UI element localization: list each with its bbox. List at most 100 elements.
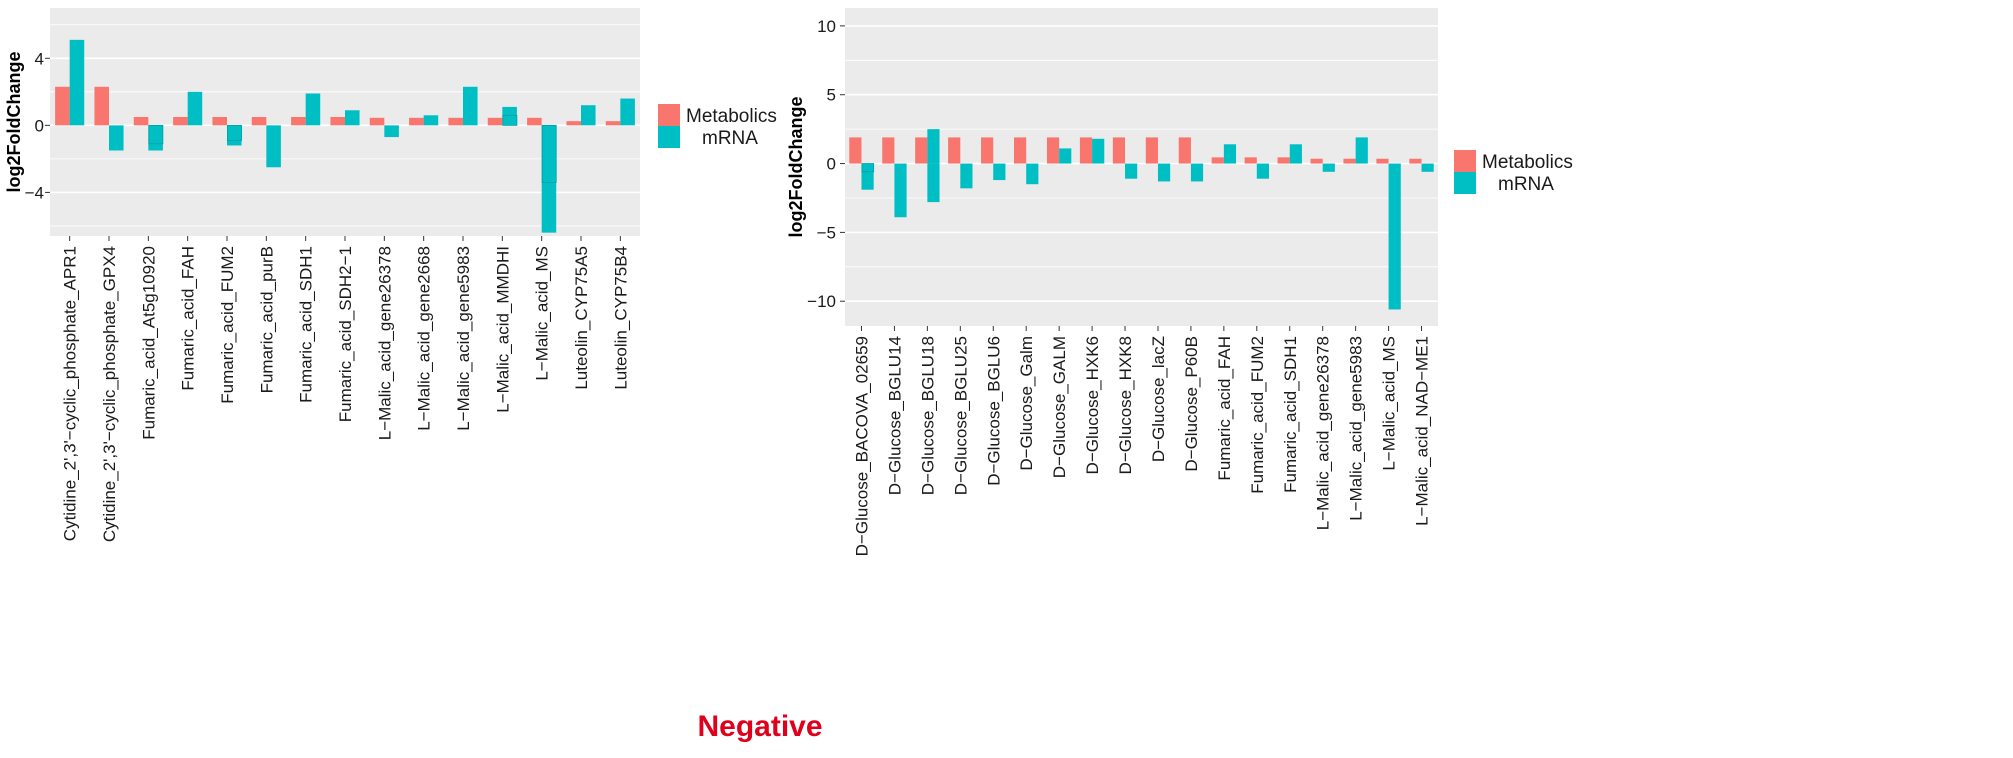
y-tick-label: −5	[817, 223, 836, 242]
x-tick-label: Fumaric_acid_FAH	[1215, 336, 1234, 481]
bar-metabolics	[1211, 157, 1224, 164]
legend-label-mrna: mRNA	[702, 128, 758, 149]
gridlines-right	[845, 25, 1438, 303]
x-tick-label: Cytidine_2',3'−cyclic_phosphate_GPX4	[100, 246, 119, 542]
x-tick-label: D−Glucose_HXK8	[1116, 336, 1135, 474]
bar-metabolics	[409, 117, 424, 126]
y-axis-label-left: log2FoldChange	[4, 52, 24, 193]
y-tick-label: 10	[817, 17, 836, 36]
bar-metabolics	[55, 86, 70, 126]
legend-label-metabolics: Metabolics	[1482, 152, 1573, 173]
bar-mrna	[266, 125, 281, 168]
bar-metabolics	[212, 116, 227, 126]
y-tick-label: 4	[35, 49, 44, 68]
legend-swatch-metabolics	[658, 104, 680, 126]
x-tick-label: Luteolin_CYP75B4	[611, 246, 630, 390]
figure-caption: Negative	[697, 710, 822, 743]
bar-mrna	[1421, 163, 1434, 172]
y-tick-label: 0	[827, 155, 836, 174]
x-tick-label: L−Malic_acid_gene5983	[454, 246, 473, 431]
bar-mrna	[227, 124, 242, 141]
bars-left	[55, 39, 635, 233]
bar-mrna	[1355, 137, 1368, 164]
bar-mrna	[69, 39, 85, 126]
bar-metabolics	[566, 121, 581, 126]
bar-metabolics	[1014, 137, 1027, 164]
bar-mrna	[1322, 163, 1335, 172]
bar-mrna	[1125, 163, 1138, 179]
x-tick-label: L−Malic_acid_NAD−ME1	[1413, 336, 1432, 526]
bar-metabolics	[915, 137, 928, 164]
bar-mrna	[1223, 144, 1237, 164]
bars-right	[849, 129, 1434, 310]
bar-metabolics	[1046, 137, 1060, 164]
x-tick-label: Fumaric_acid_purB	[257, 246, 276, 393]
bar-metabolics	[1178, 137, 1191, 164]
legend-swatch-metabolics	[1454, 150, 1476, 172]
bar-metabolics	[133, 116, 149, 126]
bar-mrna	[423, 115, 439, 126]
bar-metabolics	[487, 117, 503, 126]
bar-metabolics	[948, 137, 961, 164]
x-tick-label: Fumaric_acid_FUM2	[218, 246, 237, 404]
bar-metabolics	[1112, 137, 1126, 164]
y-axis-label-right: log2FoldChange	[786, 97, 806, 238]
y-tick-label: 5	[827, 86, 836, 105]
bar-mrna	[1026, 163, 1039, 185]
y-tick-label: −4	[25, 183, 44, 202]
bar-mrna	[502, 114, 518, 126]
bar-mrna	[861, 163, 875, 173]
bar-mrna	[187, 91, 203, 126]
x-tick-label: Fumaric_acid_FAH	[179, 246, 198, 391]
legend-label-mrna: mRNA	[1498, 174, 1554, 195]
y-tick-label: 0	[35, 116, 44, 135]
bar-metabolics	[1376, 158, 1389, 164]
bar-metabolics	[173, 116, 188, 126]
x-axis-ticks-left: Cytidine_2',3'−cyclic_phosphate_APR1 Cyti…	[61, 236, 630, 542]
legend-right: Metabolics mRNA	[1454, 150, 1573, 195]
bar-mrna	[927, 129, 940, 164]
bar-mrna	[1092, 138, 1105, 164]
bar-mrna	[1256, 163, 1269, 179]
y-axis-ticks-left: −4 0 4	[25, 49, 50, 202]
bar-metabolics	[94, 86, 109, 126]
bar-mrna	[1059, 148, 1072, 164]
bar-metabolics	[1277, 157, 1290, 164]
x-tick-label: D−Glucose_Galm	[1017, 336, 1036, 471]
x-tick-label: L−Malic_acid_gene5983	[1347, 336, 1366, 521]
bar-mrna	[1157, 163, 1171, 182]
x-tick-label: L−Malic_acid_MMDHI	[493, 246, 512, 413]
bar-metabolics	[330, 116, 345, 126]
bar-mrna	[463, 86, 478, 126]
chart-panel-left: −4 0 4 Cytidine_2',3'−cyclic_phosphate_APR…	[4, 8, 777, 542]
bar-metabolics	[605, 121, 621, 126]
x-tick-label: D−Glucose_BGLU25	[951, 336, 970, 495]
bar-mrna	[1388, 163, 1401, 310]
bar-mrna	[620, 98, 635, 126]
bar-metabolics	[1310, 158, 1323, 164]
x-tick-label: Fumaric_acid_SDH1	[297, 246, 316, 403]
bar-metabolics	[1079, 137, 1093, 164]
y-tick-label: −10	[807, 292, 836, 311]
x-tick-label: Fumaric_acid_At5g10920	[139, 246, 158, 440]
x-tick-label: D−Glucose_BGLU18	[918, 336, 937, 495]
x-tick-label: D−Glucose_P60B	[1182, 336, 1201, 472]
x-tick-label: D−Glucose_BGLU6	[984, 336, 1003, 486]
x-tick-label: Cytidine_2',3'−cyclic_phosphate_APR1	[61, 246, 80, 541]
bar-metabolics	[882, 137, 895, 164]
x-tick-label: D−Glucose_HXK6	[1083, 336, 1102, 474]
bar-mrna	[927, 163, 940, 203]
bar-metabolics	[369, 117, 385, 126]
bar-mrna	[993, 163, 1006, 181]
x-tick-label: Fumaric_acid_SDH2−1	[336, 246, 355, 422]
bar-mrna	[305, 93, 321, 126]
x-tick-label: L−Malic_acid_MS	[1380, 336, 1399, 471]
bar-mrna	[1289, 144, 1302, 164]
x-tick-label: L−Malic_acid_gene26378	[375, 246, 394, 440]
x-tick-label: D−Glucose_BGLU14	[885, 336, 904, 495]
x-tick-label: L−Malic_acid_gene26378	[1314, 336, 1333, 530]
y-axis-ticks-right: −10 −5 0 5 10	[807, 17, 845, 311]
x-tick-label: L−Malic_acid_MS	[533, 246, 552, 381]
